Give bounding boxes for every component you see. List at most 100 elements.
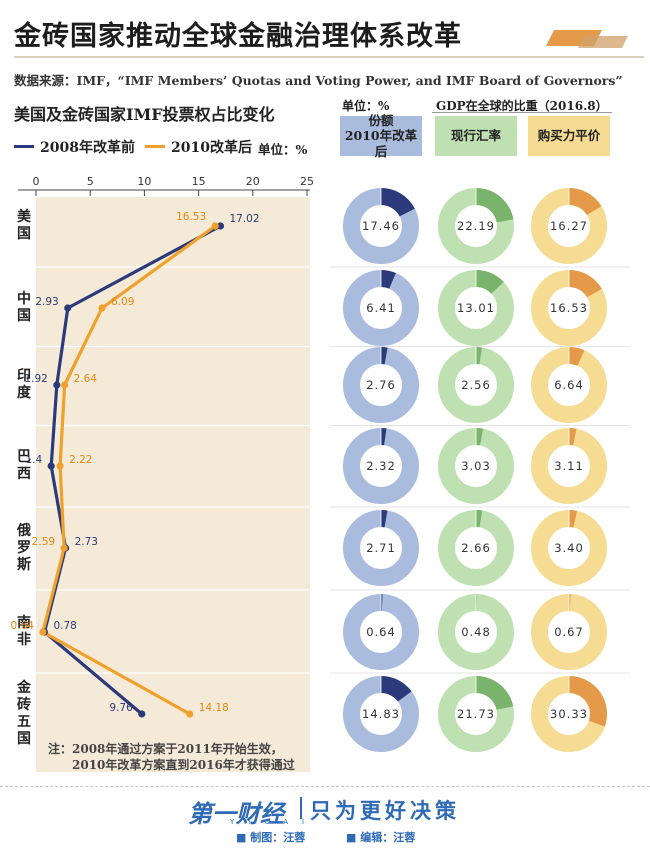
donut-chart: 2.71 bbox=[343, 510, 419, 586]
donut-slice bbox=[569, 428, 577, 446]
donut-chart: 3.11 bbox=[531, 428, 607, 504]
data-point-before bbox=[216, 222, 225, 230]
data-point-after bbox=[56, 462, 64, 470]
donut-value-label: 6.41 bbox=[366, 301, 396, 315]
left-unit: 单位：% bbox=[258, 142, 308, 157]
x-tick-label: 25 bbox=[300, 175, 314, 188]
donut-value-label: 3.11 bbox=[554, 459, 584, 473]
gdp-title: GDP在全球的比重（2016.8） bbox=[436, 99, 608, 113]
left-chart-title: 美国及金砖国家IMF投票权占比变化 bbox=[14, 105, 275, 124]
right-unit: 单位：% bbox=[342, 99, 390, 113]
data-label-before: 1.92 bbox=[24, 373, 47, 385]
header-ppp: 购买力平价 bbox=[528, 116, 610, 156]
donut-chart: 14.83 bbox=[343, 676, 419, 752]
donut-value-label: 6.64 bbox=[554, 378, 584, 392]
header-quota: 份额 2010年改革后 bbox=[340, 112, 422, 159]
donut-value-label: 16.53 bbox=[550, 301, 588, 315]
data-point-after bbox=[61, 381, 69, 389]
header-quota-line2: 2010年改革后 bbox=[344, 128, 418, 159]
donut-chart: 17.46 bbox=[343, 188, 419, 264]
data-point-before bbox=[64, 304, 72, 312]
donut-value-label: 16.27 bbox=[550, 219, 588, 233]
note-line-2: 2010年改革方案直到2016年才获得通过 bbox=[72, 758, 295, 772]
donut-slice bbox=[569, 510, 578, 528]
header-fx: 现行汇率 bbox=[435, 116, 517, 156]
data-source: 数据来源：IMF，“IMF Members’ Quotas and Voting… bbox=[14, 73, 623, 88]
country-label: 金砖五国 bbox=[17, 680, 31, 747]
footer-separator bbox=[300, 797, 302, 819]
donut-value-label: 30.33 bbox=[550, 707, 588, 721]
data-label-after: 6.09 bbox=[111, 296, 134, 308]
donut-slice bbox=[476, 428, 484, 446]
credit-chart: ■ 制图：汪蓉 bbox=[236, 831, 306, 844]
title-decoration bbox=[546, 30, 628, 48]
title-divider bbox=[14, 56, 644, 58]
donut-slice bbox=[476, 676, 514, 710]
donut-value-label: 21.73 bbox=[457, 707, 495, 721]
data-label-after: 2.64 bbox=[74, 373, 98, 385]
data-point-after bbox=[211, 222, 219, 230]
donut-chart: 30.33 bbox=[531, 676, 608, 752]
data-label-before: 17.02 bbox=[229, 213, 259, 225]
donut-value-label: 2.76 bbox=[366, 378, 396, 392]
data-point-before bbox=[138, 710, 146, 718]
note-line-1: 注：2008年通过方案于2011年开始生效， bbox=[48, 742, 283, 756]
country-label: 中国 bbox=[17, 291, 31, 324]
data-label-after: 2.22 bbox=[69, 454, 92, 466]
donut-chart: 2.76 bbox=[343, 347, 419, 423]
donut-slice bbox=[569, 676, 608, 727]
donut-slice bbox=[476, 347, 483, 365]
donut-value-label: 0.67 bbox=[554, 625, 584, 639]
country-label: 印度 bbox=[17, 368, 31, 401]
donut-value-label: 22.19 bbox=[457, 219, 495, 233]
donut-value-label: 2.71 bbox=[366, 541, 396, 555]
plot-background bbox=[36, 197, 310, 772]
donut-slice bbox=[381, 428, 387, 446]
donut-value-label: 17.46 bbox=[362, 219, 400, 233]
brand-logo-sub: YICAI bbox=[230, 818, 319, 826]
donut-chart: 3.03 bbox=[438, 428, 514, 504]
donut-chart: 21.73 bbox=[438, 676, 514, 752]
data-label-after: 16.53 bbox=[176, 211, 206, 223]
donut-value-label: 2.32 bbox=[366, 459, 396, 473]
data-label-after: 0.64 bbox=[11, 620, 35, 632]
donut-value-label: 0.48 bbox=[461, 625, 491, 639]
donut-chart: 2.66 bbox=[438, 510, 514, 586]
data-label-before: 9.76 bbox=[109, 702, 133, 714]
data-point-after bbox=[60, 544, 68, 552]
donut-slice bbox=[476, 188, 514, 223]
header-quota-line1: 份额 bbox=[368, 112, 394, 128]
donut-chart: 6.64 bbox=[531, 347, 607, 423]
data-point-before bbox=[53, 381, 61, 389]
donut-chart: 16.27 bbox=[531, 188, 607, 264]
donut-slice bbox=[381, 347, 388, 365]
data-label-after: 14.18 bbox=[199, 702, 229, 714]
data-point-after bbox=[186, 710, 194, 718]
donut-value-label: 3.03 bbox=[461, 459, 491, 473]
donut-slice bbox=[569, 347, 585, 366]
donut-chart: 3.40 bbox=[531, 510, 607, 586]
data-label-after: 2.59 bbox=[32, 536, 55, 548]
donut-slice bbox=[381, 270, 396, 289]
x-tick-label: 15 bbox=[192, 175, 206, 188]
donut-slice bbox=[381, 188, 415, 217]
legend-label-after: 2010改革后 bbox=[171, 140, 252, 156]
donut-slice bbox=[476, 270, 504, 294]
x-tick-label: 20 bbox=[246, 175, 260, 188]
country-label: 美国 bbox=[17, 209, 31, 242]
brand-logo: 第一财经 bbox=[188, 800, 284, 828]
data-label-before: 2.73 bbox=[75, 536, 98, 548]
legend-label-before: 2008年改革前 bbox=[40, 140, 135, 156]
data-label-before: 1.4 bbox=[25, 454, 42, 466]
donut-chart: 2.56 bbox=[438, 347, 514, 423]
donut-slice bbox=[569, 188, 602, 216]
donut-value-label: 2.56 bbox=[461, 378, 491, 392]
brand-slogan: 只为更好决策 bbox=[310, 799, 460, 823]
country-label: 巴西 bbox=[17, 449, 31, 482]
legend-swatch-after bbox=[145, 145, 165, 148]
data-point-after bbox=[98, 304, 106, 312]
legend-swatch-before bbox=[14, 145, 34, 148]
data-point-after bbox=[39, 628, 47, 636]
footer-divider bbox=[0, 786, 650, 788]
